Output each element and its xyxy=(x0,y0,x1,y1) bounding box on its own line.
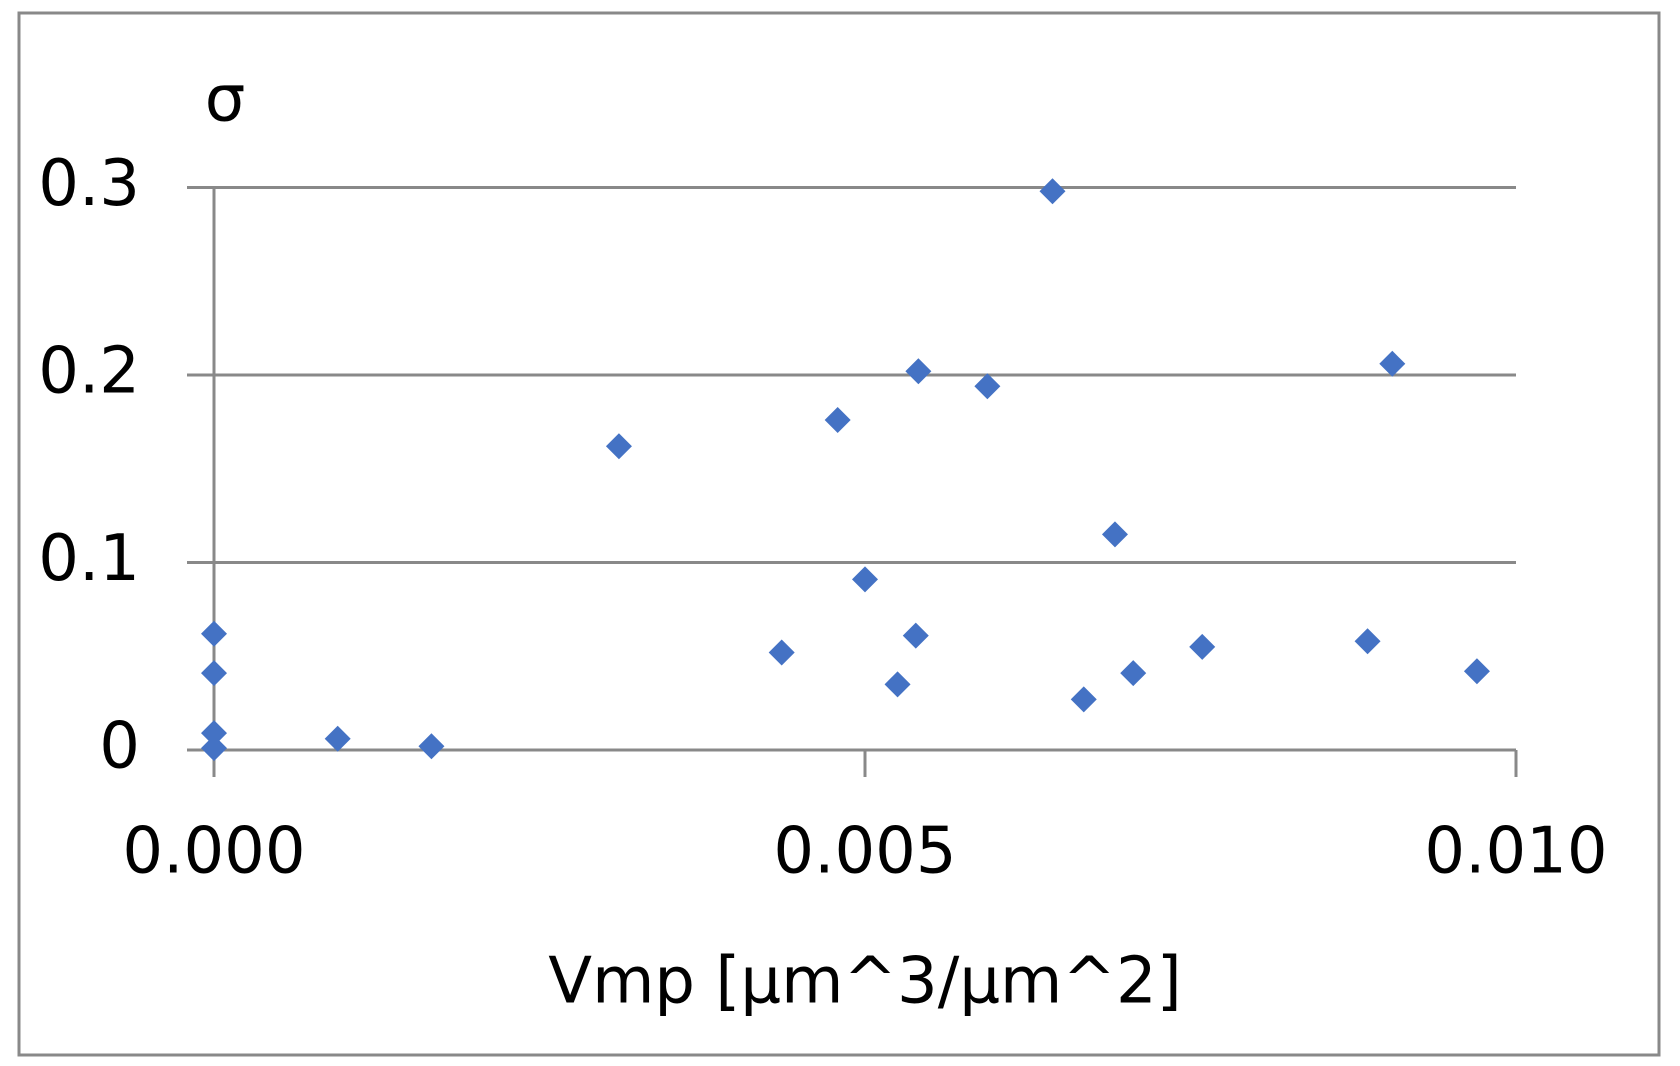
data-point xyxy=(201,735,227,762)
data-point xyxy=(902,622,929,649)
x-tick-label: 0.000 xyxy=(122,815,305,889)
x-axis-label: Vmp [µm^3/µm^2] xyxy=(548,945,1181,1019)
data-point xyxy=(201,620,227,647)
y-tick-label: 0.1 xyxy=(38,522,140,596)
data-point xyxy=(974,373,1001,400)
data-point xyxy=(852,566,878,593)
data-point xyxy=(824,407,851,433)
data-point xyxy=(1189,633,1216,660)
data-point xyxy=(418,733,445,760)
data-point xyxy=(1101,521,1128,548)
data-point xyxy=(1120,660,1147,687)
y-tick-label: 0 xyxy=(99,710,140,784)
data-point xyxy=(1354,628,1381,655)
data-point xyxy=(768,639,795,666)
data-point xyxy=(1463,658,1490,685)
x-tick-label: 0.005 xyxy=(773,815,956,889)
y-tick-label: 0.2 xyxy=(38,335,140,409)
data-point xyxy=(1039,178,1066,205)
data-point xyxy=(1070,686,1097,713)
data-point xyxy=(605,433,632,460)
data-point xyxy=(884,671,911,698)
data-point xyxy=(201,720,227,747)
data-point xyxy=(1379,350,1406,377)
chart-border xyxy=(17,11,1661,1057)
data-point xyxy=(905,358,932,385)
y-axis-label: σ xyxy=(205,63,246,137)
y-tick-label: 0.3 xyxy=(38,147,140,221)
data-point xyxy=(201,660,227,687)
x-tick-label: 0.010 xyxy=(1424,815,1607,889)
data-point xyxy=(324,725,351,752)
